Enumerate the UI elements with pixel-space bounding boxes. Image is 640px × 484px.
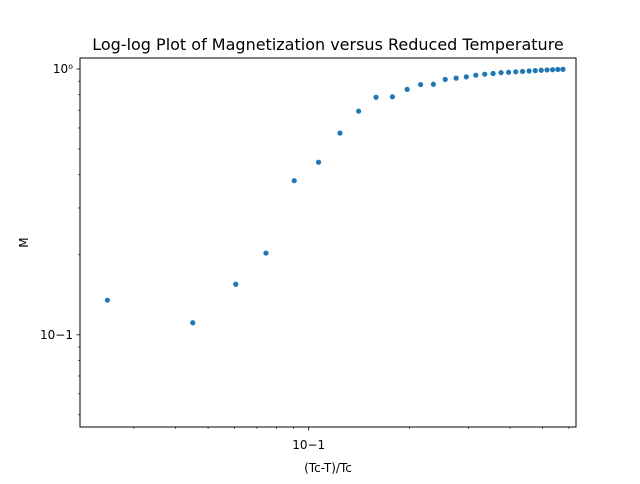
data-point	[505, 69, 512, 75]
x-axis-label: (Tc-T)/Tc	[304, 461, 352, 475]
data-points	[104, 66, 566, 326]
plot-frame	[79, 57, 577, 428]
x-tick-label: 10−1	[292, 438, 325, 452]
data-point	[190, 320, 196, 326]
data-point	[442, 76, 448, 82]
data-point	[544, 67, 550, 73]
data-point	[389, 94, 396, 100]
y-axis-label: M	[17, 237, 31, 247]
data-point	[473, 72, 479, 78]
data-point	[519, 68, 526, 75]
data-point	[513, 69, 519, 75]
data-point	[498, 70, 504, 76]
axis-ticks: 10−1 10−1 10⁰	[40, 62, 570, 452]
data-point	[404, 86, 410, 93]
data-point	[417, 81, 424, 88]
data-point	[538, 67, 544, 73]
data-point	[263, 250, 269, 256]
data-point	[490, 70, 496, 77]
data-point	[356, 108, 362, 114]
data-point	[549, 67, 556, 73]
data-point	[532, 68, 538, 74]
data-point	[337, 130, 343, 136]
data-point	[453, 75, 459, 81]
data-point	[555, 66, 561, 73]
y-tick-label: 10⁰	[53, 62, 73, 76]
data-point	[233, 281, 239, 287]
data-point	[315, 159, 322, 165]
data-point	[104, 297, 111, 303]
data-point	[526, 68, 532, 74]
data-point	[463, 74, 469, 80]
data-point	[482, 71, 488, 77]
y-tick-label: 10−1	[40, 328, 73, 342]
data-point	[291, 178, 297, 184]
data-point	[430, 81, 437, 87]
data-point	[560, 66, 566, 72]
data-point	[373, 94, 379, 100]
chart-title: Log-log Plot of Magnetization versus Red…	[92, 35, 564, 54]
